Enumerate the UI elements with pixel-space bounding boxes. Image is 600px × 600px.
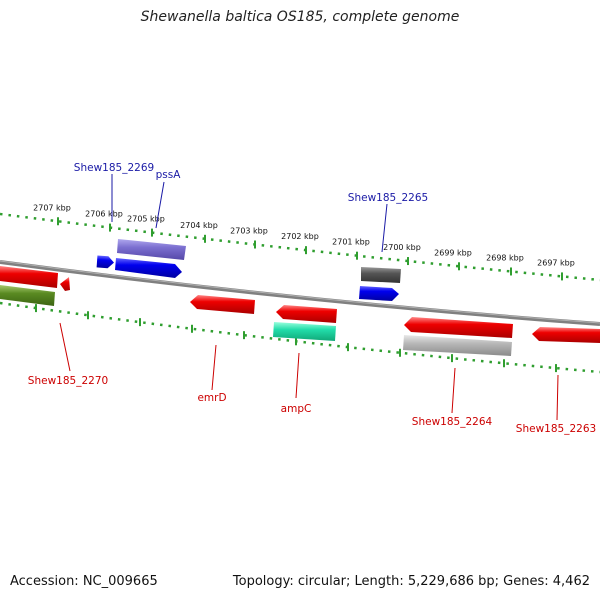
label-shew185-2264[interactable]: Shew185_2264	[412, 416, 493, 428]
gene-shew185-2265-arrow[interactable]	[359, 286, 399, 301]
gene-emrD[interactable]	[190, 295, 255, 314]
genome-backbone	[0, 260, 600, 326]
genome-backbone-highlight	[0, 260, 600, 324]
leader-shew185-2265	[381, 203, 388, 253]
inner-ruler-track	[0, 301, 600, 374]
leader-shew185-2270	[59, 322, 71, 372]
gene-ampC-arrow[interactable]	[276, 305, 337, 323]
kbp-label: 2697 kbp	[537, 258, 575, 267]
gene-pssA-bar[interactable]	[117, 239, 186, 260]
gene-shew185-2269-arrow[interactable]	[96, 255, 115, 269]
kbp-scale-labels: 2707 kbp 2706 kbp 2705 kbp 2704 kbp 2703 kbp…	[33, 203, 575, 267]
kbp-label: 2698 kbp	[486, 253, 524, 262]
gene-shew185-2270-red[interactable]	[0, 266, 58, 288]
gene-shew185-2265-gray[interactable]	[361, 267, 401, 283]
leader-pssA	[155, 181, 165, 229]
gene-shew185-2270-green[interactable]	[0, 285, 55, 306]
kbp-label: 2705 kbp	[127, 215, 165, 224]
kbp-label: 2706 kbp	[85, 210, 123, 219]
gene-pssA[interactable]	[115, 239, 186, 278]
label-shew185-2270[interactable]: Shew185_2270	[28, 375, 108, 387]
gene-ampC-bar[interactable]	[273, 322, 336, 341]
outer-ruler-track	[0, 212, 600, 282]
label-shew185-2265[interactable]: Shew185_2265	[348, 192, 428, 204]
inner-tick-marks	[35, 304, 557, 373]
kbp-label: 2699 kbp	[434, 248, 472, 257]
map-title: Shewanella baltica OS185, complete genom…	[140, 9, 460, 25]
gene-shew185-2263[interactable]	[532, 327, 600, 343]
outer-tick-marks	[57, 217, 563, 281]
gene-pssA-arrow[interactable]	[115, 258, 182, 278]
kbp-label: 2704 kbp	[180, 221, 218, 230]
gene-shew185-2269[interactable]	[96, 255, 115, 269]
label-emrD[interactable]: emrD	[197, 392, 226, 404]
topology-text: Topology: circular; Length: 5,229,686 bp…	[232, 574, 590, 589]
label-ampC[interactable]: ampC	[281, 403, 312, 415]
gene-shew185-2263-arrow[interactable]	[532, 327, 600, 343]
kbp-label: 2702 kbp	[281, 232, 319, 241]
label-shew185-2263[interactable]: Shew185_2263	[516, 423, 596, 435]
label-pssA[interactable]: pssA	[156, 169, 182, 181]
leader-shew185-2264	[451, 367, 456, 414]
gene-shew185-2264-arrow[interactable]	[404, 317, 513, 338]
kbp-label: 2703 kbp	[230, 226, 268, 235]
gene-shew185-2270[interactable]	[0, 266, 70, 306]
label-shew185-2269[interactable]: Shew185_2269	[74, 162, 154, 174]
gene-shew185-2265[interactable]	[359, 267, 401, 301]
leader-emrD	[211, 344, 217, 391]
gene-ampC[interactable]	[273, 305, 337, 341]
gene-shew185-2270-small[interactable]	[60, 277, 70, 291]
leader-ampC	[295, 352, 300, 399]
kbp-label: 2707 kbp	[33, 203, 71, 212]
kbp-label: 2701 kbp	[332, 238, 370, 247]
gene-shew185-2264[interactable]	[403, 317, 513, 356]
gene-emrD-arrow[interactable]	[190, 295, 255, 314]
kbp-label: 2700 kbp	[383, 243, 421, 252]
accession-text: Accession: NC_009665	[10, 574, 158, 589]
gene-shew185-2264-bar[interactable]	[403, 335, 512, 356]
leader-shew185-2263	[556, 374, 559, 421]
